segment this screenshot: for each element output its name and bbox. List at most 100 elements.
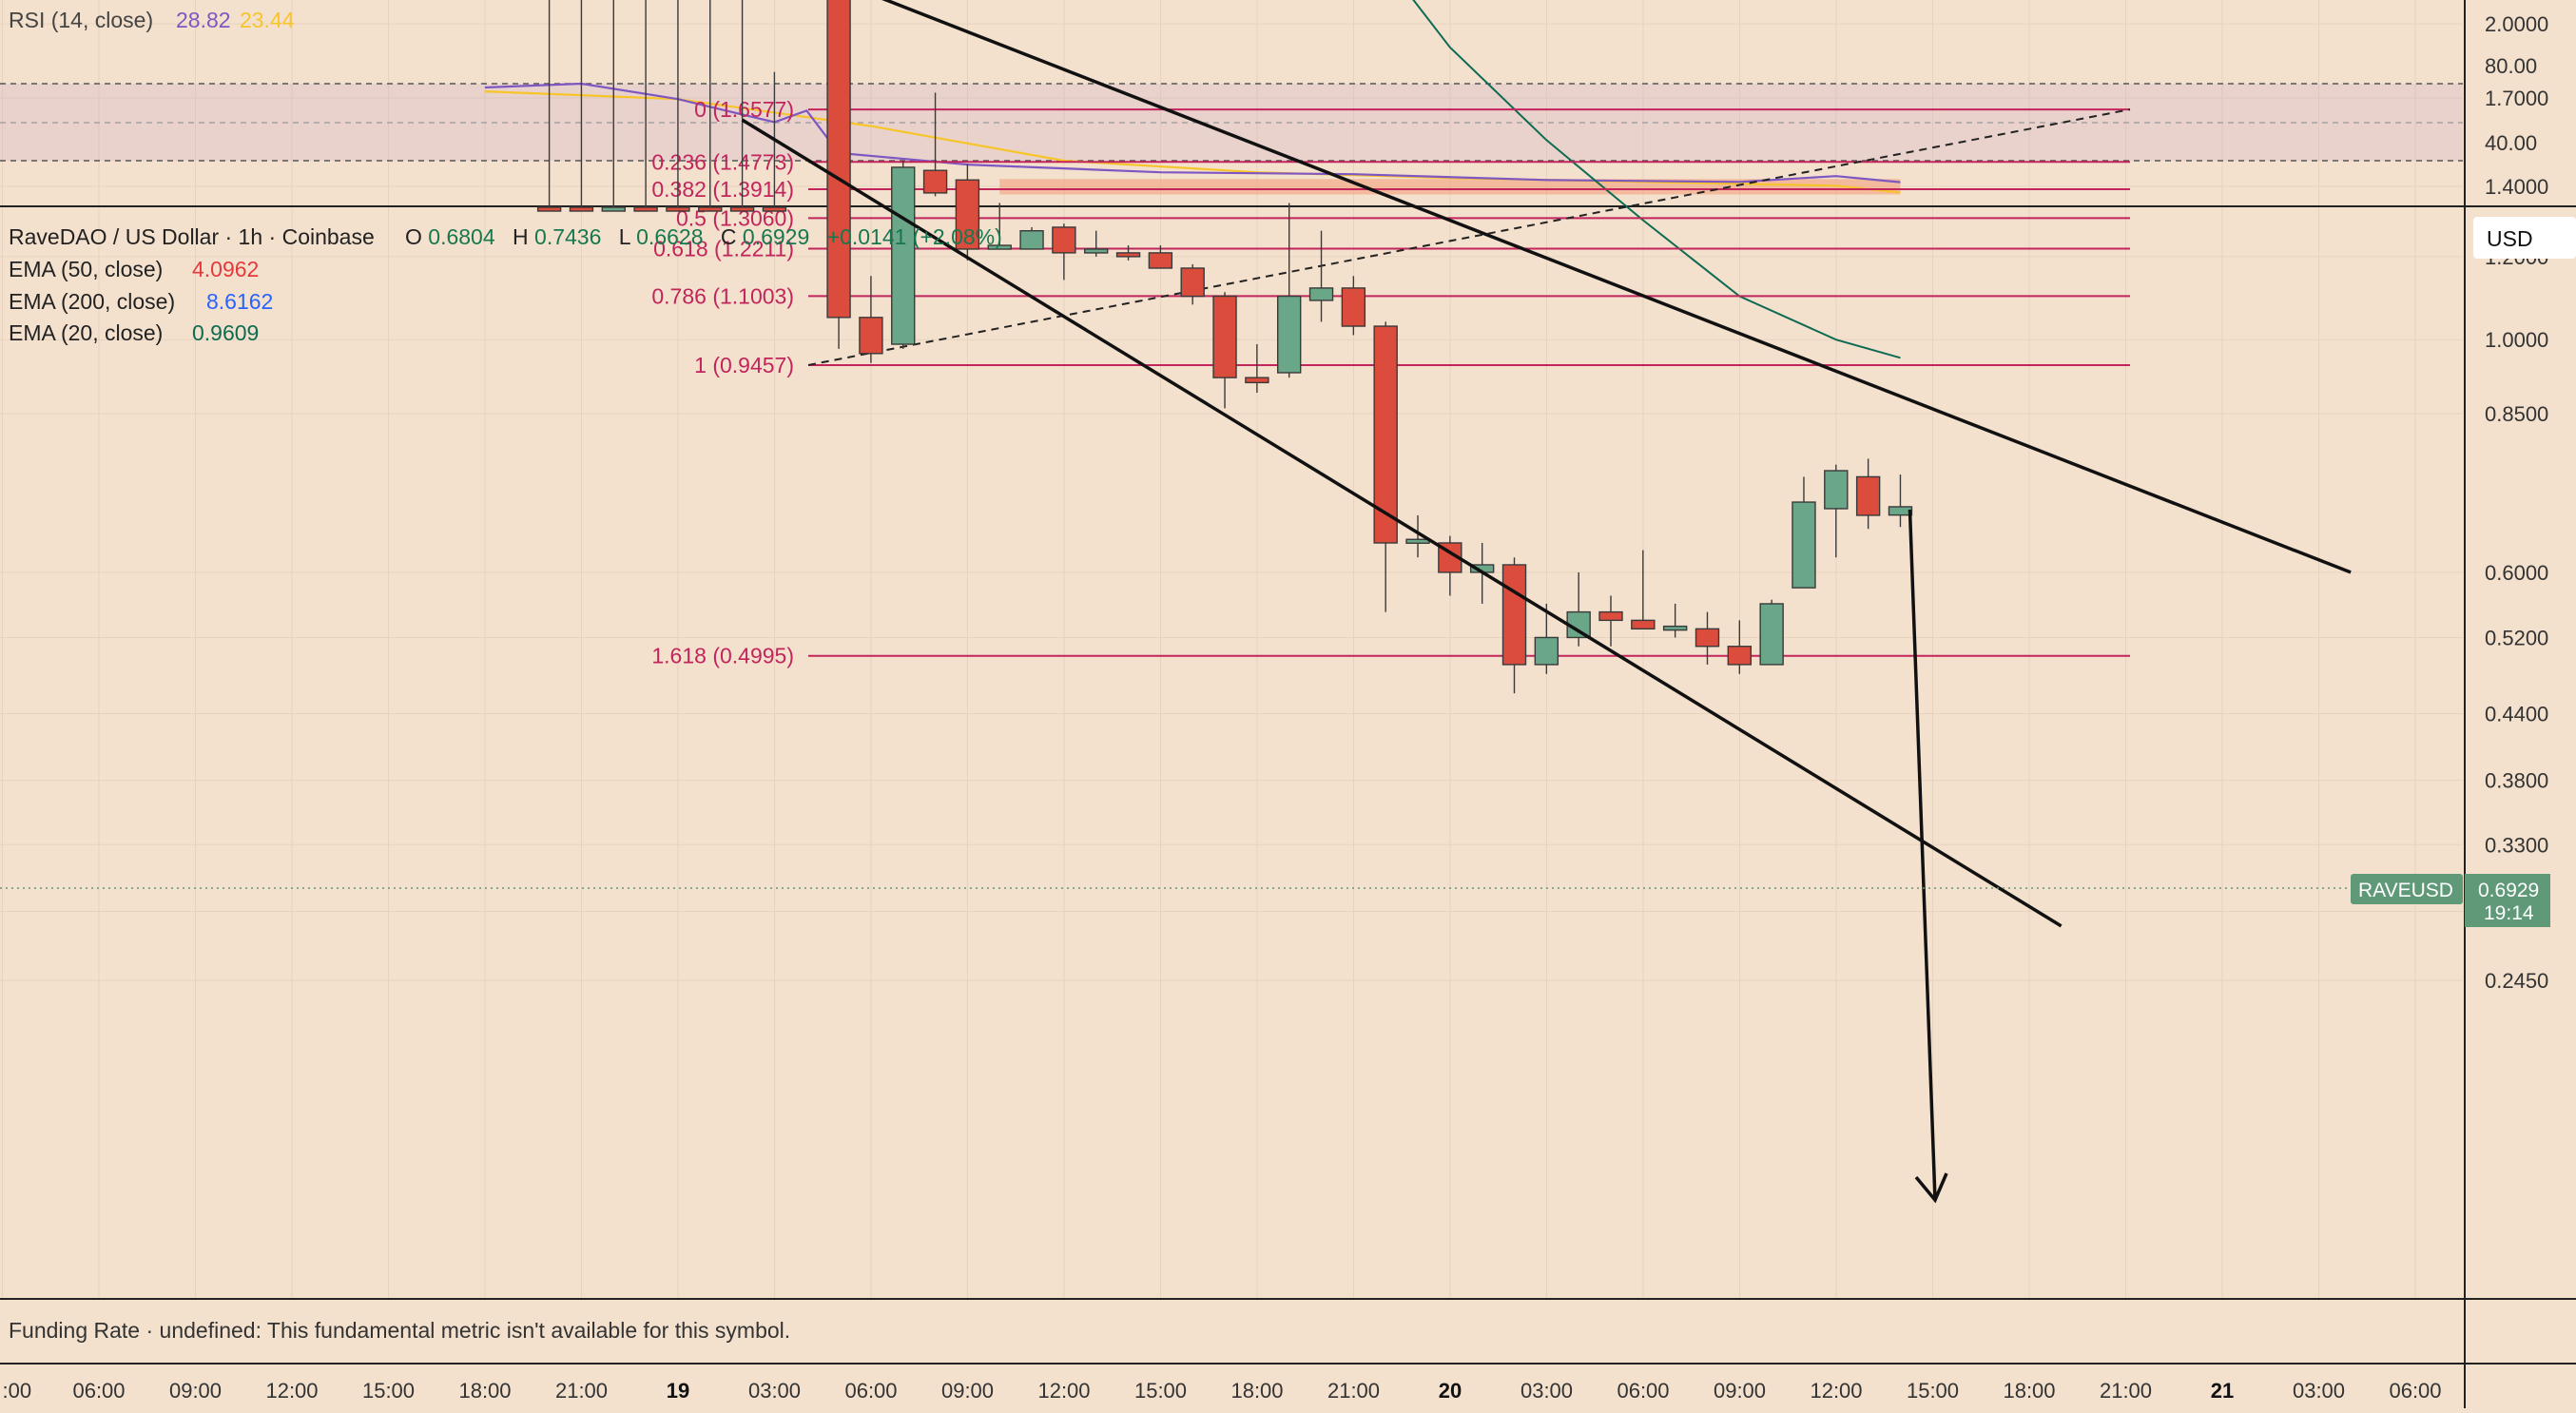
legend: RaveDAO / US Dollar · 1h · Coinbase O 0.… <box>9 224 1002 345</box>
high-label: H <box>513 224 529 249</box>
price-tick: 1.7000 <box>2485 87 2548 110</box>
candle-body <box>1115 252 1141 258</box>
descending-channel[interactable] <box>741 0 2352 928</box>
time-tick: 03:00 <box>2293 1379 2345 1403</box>
projection-arrow[interactable] <box>1908 509 1948 1204</box>
candle-down <box>922 92 948 197</box>
price-tick: 1.0000 <box>2485 328 2548 352</box>
time-axis[interactable]: :00 06:00 09:00 12:00 15:00 18:00 21:00 19 03:00… <box>3 1379 2442 1403</box>
time-tick: :00 <box>3 1379 32 1403</box>
candle-body <box>1019 230 1044 250</box>
low-value: 0.6628 <box>636 224 703 249</box>
candle-down <box>1052 223 1076 281</box>
candle-down <box>633 0 658 212</box>
price-tick: 0.5200 <box>2485 626 2548 649</box>
candle-down <box>1855 458 1881 530</box>
rsi-value-2: 23.44 <box>240 8 295 32</box>
candle-down <box>1341 276 1366 336</box>
close-value: 0.6929 <box>743 224 809 249</box>
price-tick: 0.8500 <box>2485 402 2548 426</box>
candle-up <box>1759 599 1784 666</box>
symbol-tag <box>2351 874 2463 904</box>
candle-down <box>1245 344 1269 394</box>
candle-body <box>762 206 787 212</box>
open-label: O <box>405 224 422 249</box>
candle-body <box>1598 610 1623 622</box>
price-tick: 0.3300 <box>2485 833 2548 857</box>
ema50-label: EMA (50, close) <box>9 257 163 281</box>
fib-retracement[interactable]: 0 (1.6577) 0.236 (1.4773) 0.382 (1.3914) 0.… <box>651 97 2130 668</box>
time-tick: 12:00 <box>1037 1379 1090 1403</box>
ema200-value: 8.6162 <box>206 289 273 314</box>
rsi-title: RSI (14, close) <box>9 8 153 32</box>
time-tick: 09:00 <box>1714 1379 1766 1403</box>
candle-down <box>826 0 851 349</box>
candle-body <box>666 206 690 212</box>
candle-body <box>955 179 980 250</box>
candle-down <box>536 0 562 212</box>
time-tick: 20 <box>1439 1379 1462 1403</box>
candle-body <box>1276 295 1302 374</box>
candle-body <box>1662 625 1688 631</box>
time-tick: 18:00 <box>2003 1379 2055 1403</box>
clipped-candles <box>536 0 787 212</box>
candle-body <box>1245 377 1269 384</box>
candle-body <box>1727 646 1753 666</box>
time-tick: 06:00 <box>1617 1379 1669 1403</box>
candle-body <box>1695 628 1720 648</box>
fib-level-label: 0.382 (1.3914) <box>651 177 794 202</box>
candle-up <box>601 0 626 212</box>
symbol-title: RaveDAO / US Dollar · 1h · Coinbase O 0.… <box>9 224 1002 249</box>
time-tick: 12:00 <box>1810 1379 1862 1403</box>
price-tag-price: 0.6929 <box>2478 880 2539 901</box>
time-tick: 15:00 <box>1907 1379 1959 1403</box>
candle-body <box>1373 325 1398 544</box>
price-tick: 0.4400 <box>2485 702 2548 726</box>
channel-upper-line <box>881 0 2352 574</box>
candle-body <box>601 206 626 212</box>
time-tick: 09:00 <box>169 1379 222 1403</box>
candle-up <box>1662 603 1688 638</box>
projection-line <box>1908 509 1937 1201</box>
candle-body <box>1792 501 1816 589</box>
candle-up <box>1534 603 1559 674</box>
time-tick: 21:00 <box>555 1379 608 1403</box>
fib-trend-line[interactable] <box>807 108 2131 366</box>
candle-body <box>698 206 723 212</box>
candle-body <box>1759 603 1784 666</box>
candle-down <box>729 0 755 212</box>
candle-down <box>1212 292 1237 409</box>
candle-up <box>987 203 1012 250</box>
projection-arrowhead <box>1914 1172 1948 1204</box>
price-pane[interactable]: 0 (1.6577) 0.236 (1.4773) 0.382 (1.3914) 0.… <box>0 0 2463 1204</box>
candle-down <box>1115 245 1141 261</box>
candle-down <box>1180 263 1205 305</box>
candle-body <box>1534 636 1559 666</box>
fib-level-label: 0 (1.6577) <box>694 97 794 122</box>
time-tick: 21:00 <box>1327 1379 1380 1403</box>
funding-rate-text: Funding Rate · undefined: This fundament… <box>9 1318 790 1343</box>
candle-body <box>891 166 916 345</box>
candle-body <box>987 244 1012 250</box>
candle-body <box>826 0 851 319</box>
candle-body <box>1148 252 1173 269</box>
close-label: C <box>721 224 737 249</box>
ema20-line <box>1412 0 1901 359</box>
time-tick: 03:00 <box>748 1379 801 1403</box>
candle-body <box>1341 287 1366 327</box>
candle-up <box>1276 203 1302 378</box>
time-tick: 18:00 <box>458 1379 511 1403</box>
price-tick: 0.6000 <box>2485 561 2548 585</box>
symbol-tag-text: RAVEUSD <box>2358 880 2453 901</box>
time-tick: 09:00 <box>941 1379 994 1403</box>
candle-up <box>1792 476 1816 589</box>
candle-down <box>1501 557 1527 694</box>
candle-body <box>1212 295 1237 378</box>
candle-body <box>729 206 755 212</box>
candle-body <box>1824 470 1849 510</box>
candle-down <box>569 0 594 212</box>
currency-box[interactable] <box>2473 217 2576 259</box>
price-tick: 1.4000 <box>2485 175 2548 199</box>
